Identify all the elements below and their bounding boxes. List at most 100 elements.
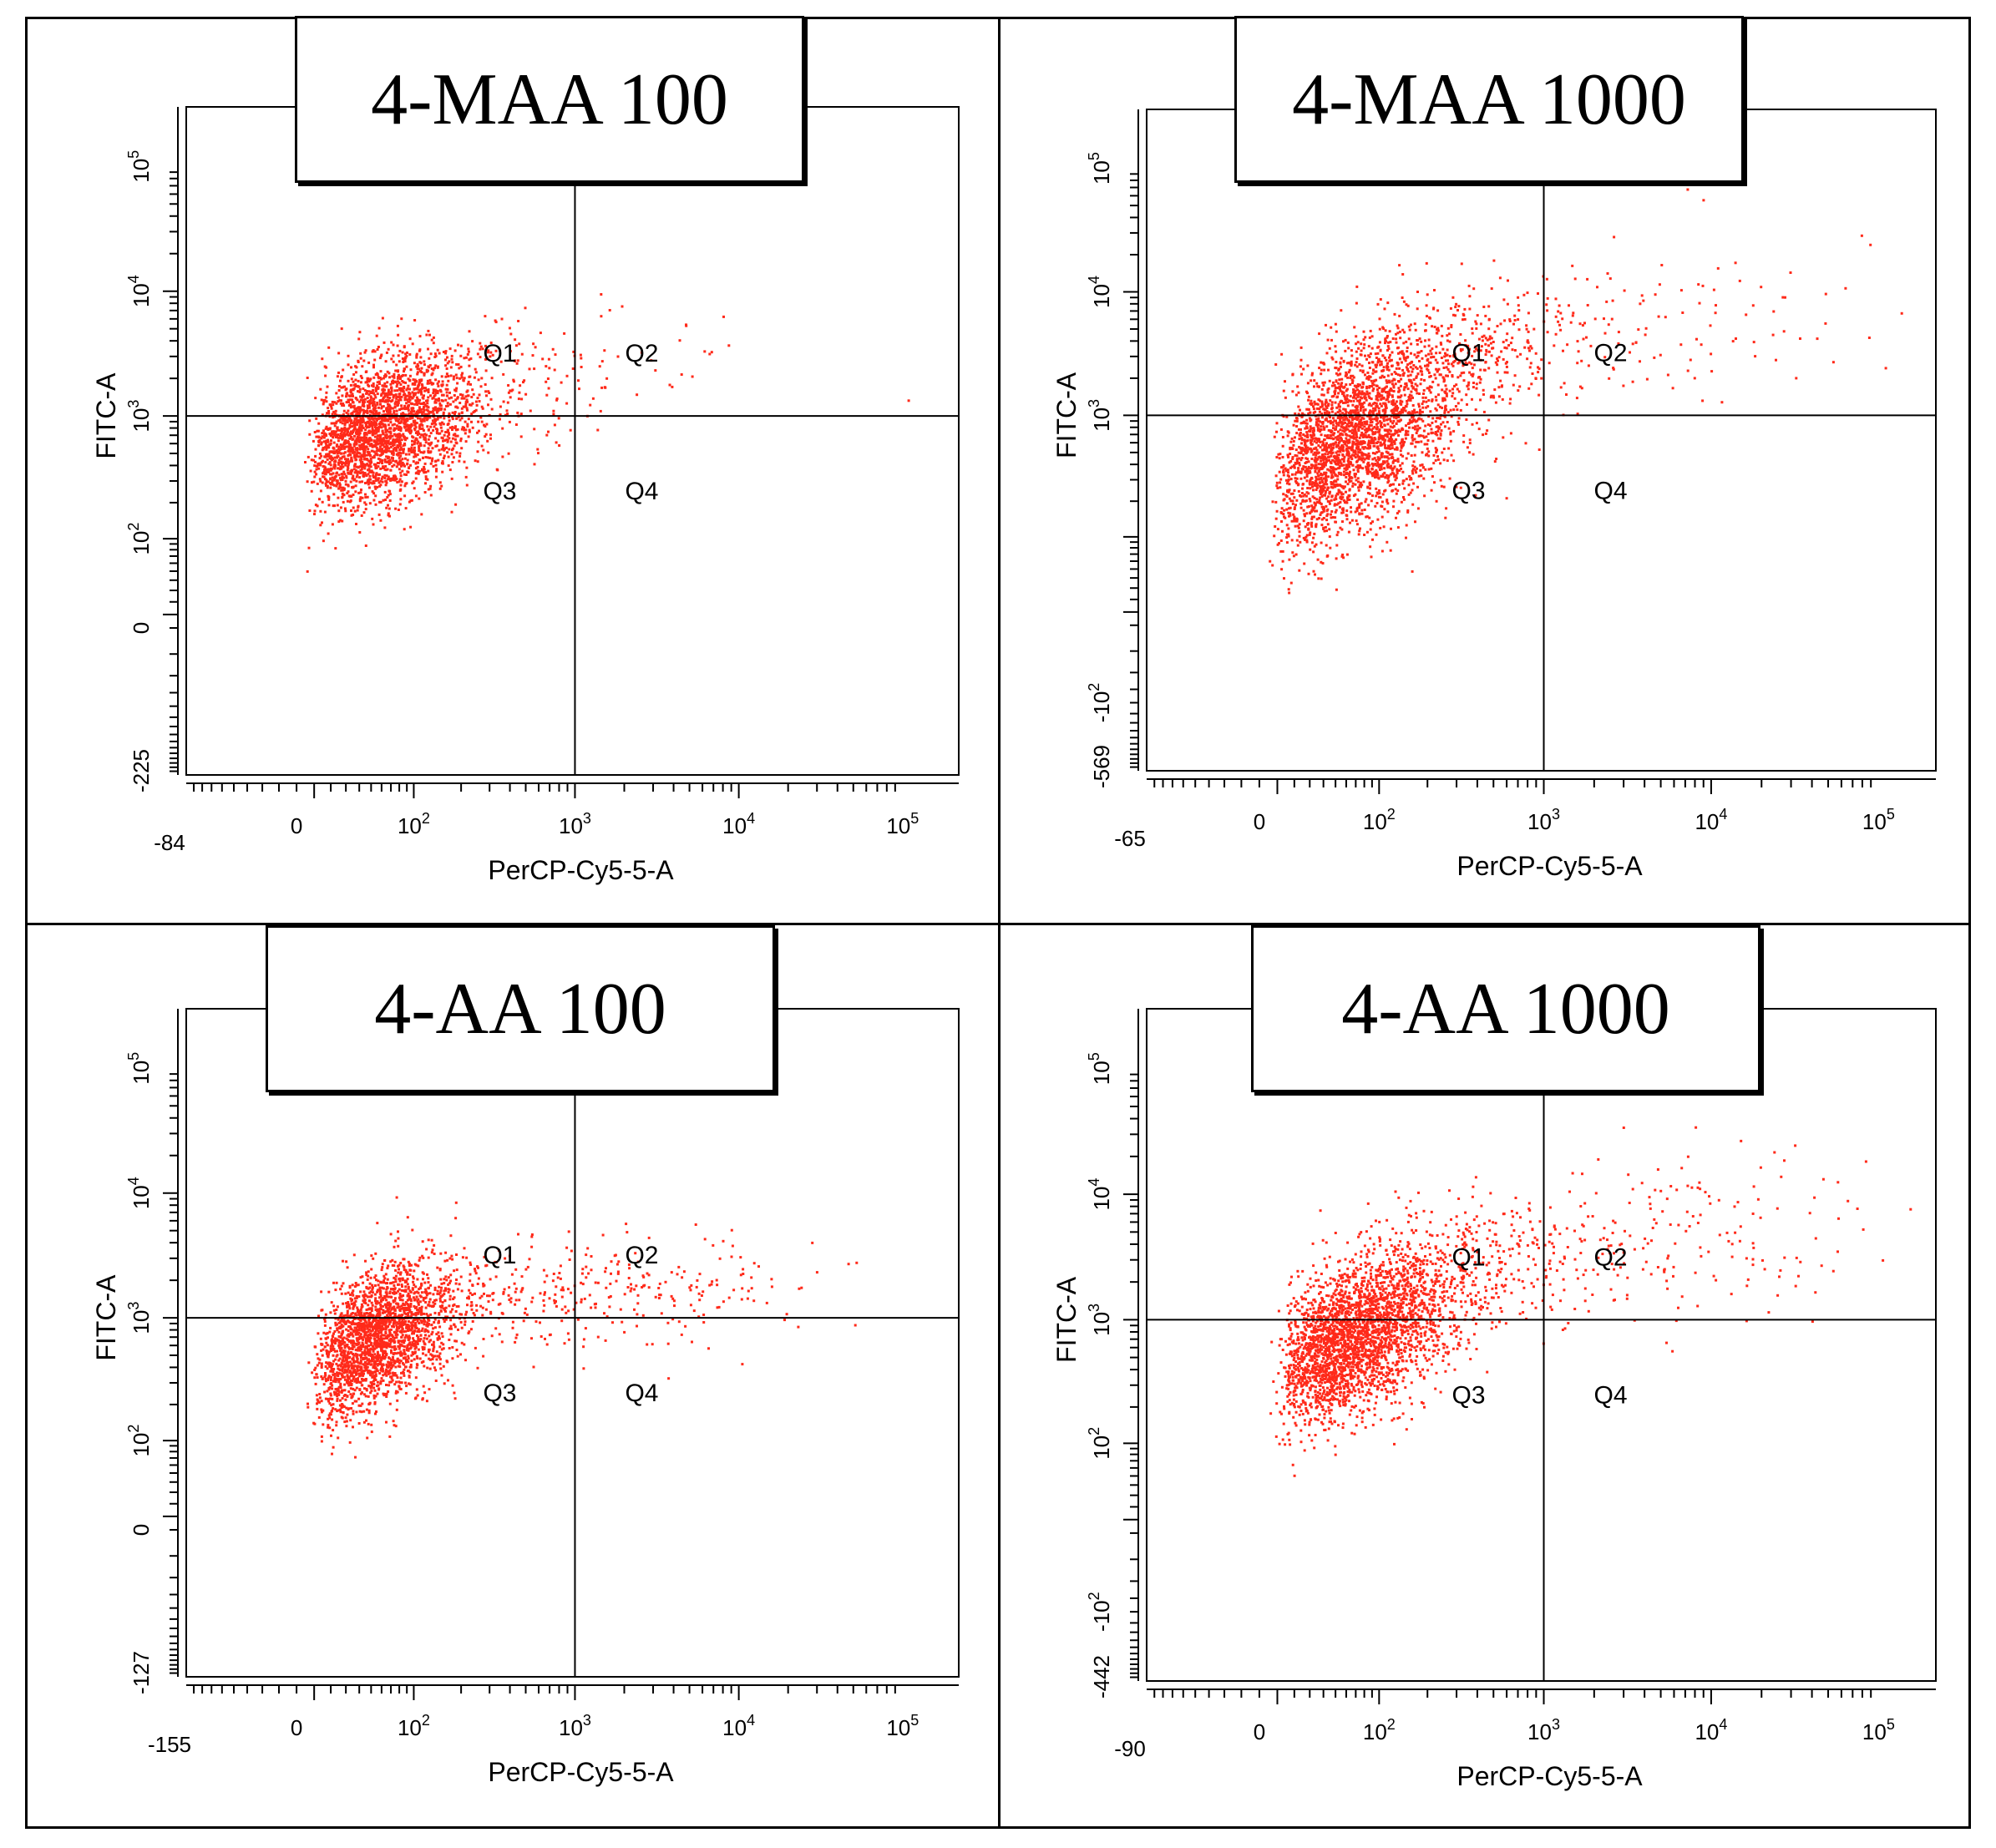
- data-point: [423, 403, 426, 406]
- data-point: [405, 365, 408, 368]
- data-point: [1423, 494, 1426, 498]
- data-point: [1359, 448, 1362, 452]
- data-point: [328, 457, 332, 460]
- data-point: [386, 370, 389, 373]
- data-point: [323, 468, 326, 472]
- data-point: [1411, 469, 1414, 473]
- data-point: [1315, 418, 1318, 421]
- data-point: [334, 422, 337, 425]
- data-point: [1365, 436, 1369, 438]
- data-point: [1370, 418, 1372, 421]
- data-point: [1289, 453, 1292, 455]
- data-point: [397, 509, 400, 511]
- data-point: [1376, 422, 1380, 425]
- data-point: [386, 396, 389, 399]
- data-point: [1352, 418, 1355, 421]
- data-point: [473, 376, 476, 379]
- data-point: [484, 390, 488, 393]
- data-point: [1368, 336, 1371, 339]
- data-point: [363, 351, 367, 354]
- data-point: [1337, 489, 1340, 492]
- data-point: [314, 454, 317, 458]
- data-point: [362, 387, 365, 390]
- data-point: [358, 331, 362, 334]
- data-point: [423, 433, 427, 436]
- data-point: [356, 509, 359, 512]
- data-point: [371, 482, 374, 485]
- data-point: [391, 465, 394, 468]
- data-point: [1434, 407, 1437, 410]
- data-point: [464, 405, 468, 408]
- data-point: [1443, 410, 1446, 413]
- data-point: [341, 455, 344, 458]
- data-point: [1350, 519, 1354, 522]
- data-point: [408, 379, 412, 382]
- data-point: [1351, 443, 1355, 446]
- data-point: [389, 445, 393, 448]
- data-point: [1355, 407, 1358, 410]
- data-point: [1375, 415, 1378, 418]
- data-point: [1349, 377, 1352, 379]
- data-point: [1430, 352, 1433, 356]
- data-point: [336, 481, 339, 484]
- data-point: [1350, 354, 1354, 357]
- data-point: [340, 327, 343, 331]
- data-point: [366, 420, 369, 423]
- data-point: [1310, 458, 1314, 460]
- data-point: [1331, 486, 1335, 489]
- data-point: [417, 440, 420, 443]
- data-point: [1279, 481, 1282, 484]
- data-point: [1512, 383, 1515, 387]
- data-point: [1455, 383, 1458, 387]
- data-point: [451, 411, 454, 414]
- data-point: [1389, 447, 1392, 450]
- data-point: [1320, 541, 1323, 544]
- data-point: [1369, 470, 1372, 473]
- data-point: [399, 454, 403, 458]
- data-point: [424, 482, 427, 485]
- data-point: [1402, 342, 1406, 345]
- data-point: [337, 473, 341, 477]
- data-point: [1371, 441, 1375, 444]
- data-point: [1328, 437, 1331, 439]
- data-point: [394, 419, 398, 423]
- data-point: [342, 403, 345, 405]
- data-point: [333, 401, 337, 404]
- data-point: [362, 511, 366, 514]
- data-point: [355, 413, 358, 416]
- data-point: [1334, 392, 1336, 396]
- data-point: [467, 347, 470, 351]
- data-point: [411, 443, 414, 447]
- data-point: [420, 423, 423, 426]
- data-point: [1389, 429, 1392, 433]
- data-point: [342, 413, 345, 416]
- data-point: [1446, 374, 1449, 377]
- data-point: [1405, 457, 1408, 460]
- data-point: [1412, 468, 1415, 471]
- data-point: [353, 456, 357, 458]
- data-point: [1355, 523, 1359, 526]
- data-point: [1334, 322, 1337, 326]
- data-point: [363, 451, 367, 454]
- data-point: [1350, 374, 1353, 377]
- data-point: [1392, 472, 1396, 475]
- data-point: [1339, 495, 1342, 499]
- data-point: [499, 360, 503, 363]
- data-point: [335, 444, 338, 448]
- data-point: [1362, 408, 1365, 412]
- data-point: [346, 492, 349, 495]
- data-point: [445, 446, 448, 449]
- data-point: [419, 428, 423, 430]
- data-point: [388, 392, 392, 396]
- data-point: [384, 360, 388, 363]
- data-point: [358, 387, 362, 391]
- data-point: [1291, 492, 1294, 495]
- data-point: [395, 478, 398, 480]
- data-point: [374, 373, 377, 376]
- data-point: [445, 394, 448, 397]
- data-point: [1299, 458, 1303, 462]
- data-point: [401, 351, 404, 354]
- data-point: [450, 354, 453, 357]
- data-point: [1298, 457, 1301, 460]
- data-point: [1306, 439, 1310, 442]
